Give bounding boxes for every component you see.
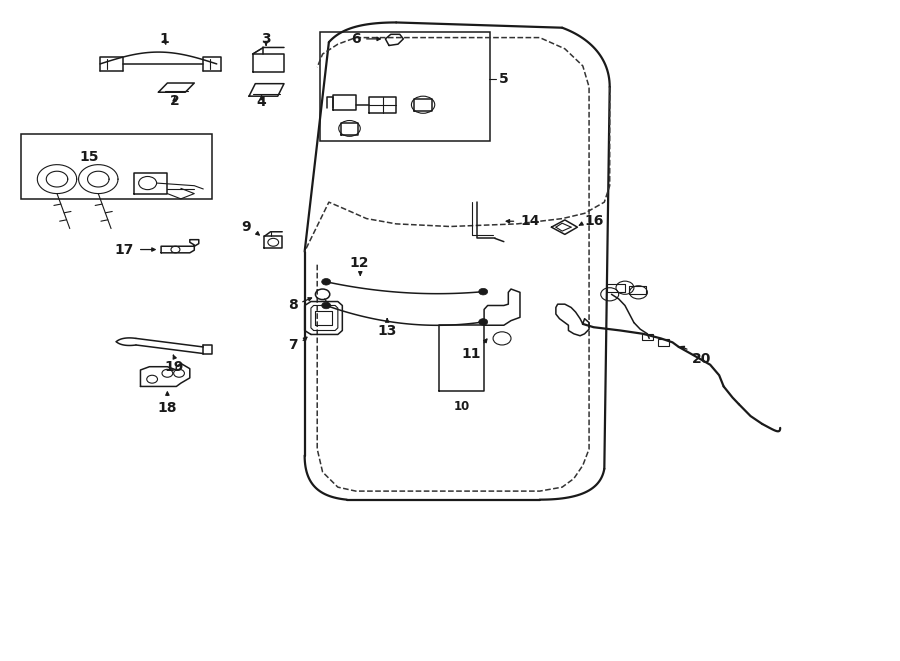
Text: 11: 11 [462,347,482,361]
Text: 1: 1 [160,32,169,46]
Text: 4: 4 [256,95,266,109]
Text: 12: 12 [349,256,369,270]
Text: 20: 20 [692,352,712,366]
Text: 10: 10 [454,400,470,412]
Text: 6: 6 [351,32,360,46]
Text: 9: 9 [241,220,251,234]
Text: 19: 19 [165,360,184,374]
Text: 5: 5 [500,72,509,86]
Bar [21,134,212,199]
Circle shape [479,319,488,325]
Text: 18: 18 [158,401,177,415]
Bar [658,339,669,346]
Text: 13: 13 [377,324,397,338]
Text: 14: 14 [520,214,539,228]
Text: 8: 8 [288,299,298,313]
Text: 15: 15 [79,150,99,164]
Circle shape [479,288,488,295]
Text: 3: 3 [261,32,271,46]
Bar [320,32,491,141]
Circle shape [321,302,330,309]
Text: 16: 16 [585,214,604,228]
Text: 17: 17 [115,243,134,256]
Text: 7: 7 [288,338,298,352]
Circle shape [321,278,330,285]
Text: 2: 2 [170,95,179,108]
Bar [642,334,652,340]
